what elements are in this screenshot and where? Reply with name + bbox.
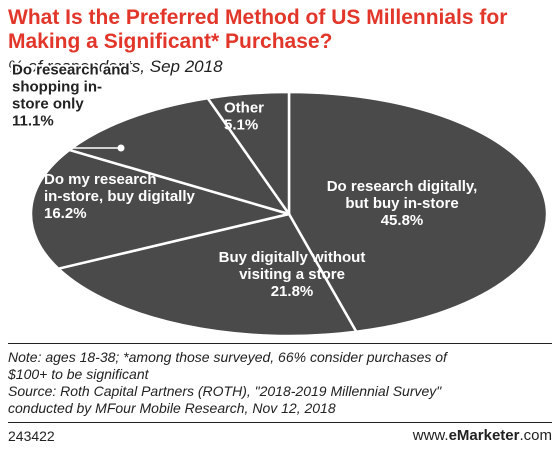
note-line-1: Note: ages 18-38; *among those surveyed,… [8,349,447,365]
slice-label-4: Do research and shopping in-store only 11.… [12,62,130,130]
pie-slice-3 [29,148,291,270]
brand-suffix: .com [519,427,552,444]
pie-chart: Do research digitally, but buy in-store 45… [10,60,549,338]
slice-value-4: 11.1% [12,113,54,130]
slice-category-1-line-1: Do research digitally, [327,178,478,195]
source-line-1: Source: Roth Capital Partners (ROTH), "2… [8,383,442,399]
footnotes: Note: ages 18-38; *among those surveyed,… [8,349,552,417]
slice-category-1-line-2: but buy in-store [345,195,458,212]
divider-top [8,343,552,344]
slice-category-4-line-2: shopping in- [12,79,102,96]
chart-id: 243422 [8,428,55,444]
slice-value-3: 16.2% [44,205,87,222]
slice-category-4-line-3: store only [12,96,84,113]
slice-category-5-line-1: Other [224,100,264,117]
pie-slice-1 [287,90,549,334]
brand-prefix: www. [412,427,449,444]
slice-category-2-line-2: visiting a store [239,266,345,283]
slice-category-3-line-1: Do my research [44,171,157,188]
brand-link[interactable]: www.eMarketer.com [413,427,552,444]
source-line-2: conducted by MFour Mobile Research, Nov … [8,400,336,416]
pie-slice-2 [57,212,358,338]
slice-label-3: Do my research in-store, buy digitally 16.… [44,171,196,222]
slice-label-1: Do research digitally, but buy in-store 45… [327,178,478,229]
slice-value-2: 21.8% [271,283,314,300]
slice-label-5: Other 5.1% [224,100,264,134]
chart-subtitle: % of respondents, Sep 2018 [8,57,223,76]
brand-name: eMarketer [448,427,520,444]
divider-bottom [8,422,552,423]
slice-label-2: Buy digitally without visiting a store 21.… [219,249,366,300]
pie-slice-5 [206,90,291,216]
note-line-2: $100+ to be significant [8,366,149,382]
chart-title: What Is the Preferred Method of US Mille… [8,6,508,53]
slice-category-3-line-2: in-store, buy digitally [44,188,196,205]
slice-value-1: 45.8% [381,212,424,229]
slice-category-2-line-1: Buy digitally without [219,249,366,266]
leader-dot [117,144,125,152]
pie-slice-4 [68,96,291,216]
slice-category-4-line-1: Do research and [12,62,130,79]
slice-value-5: 5.1% [224,117,258,134]
